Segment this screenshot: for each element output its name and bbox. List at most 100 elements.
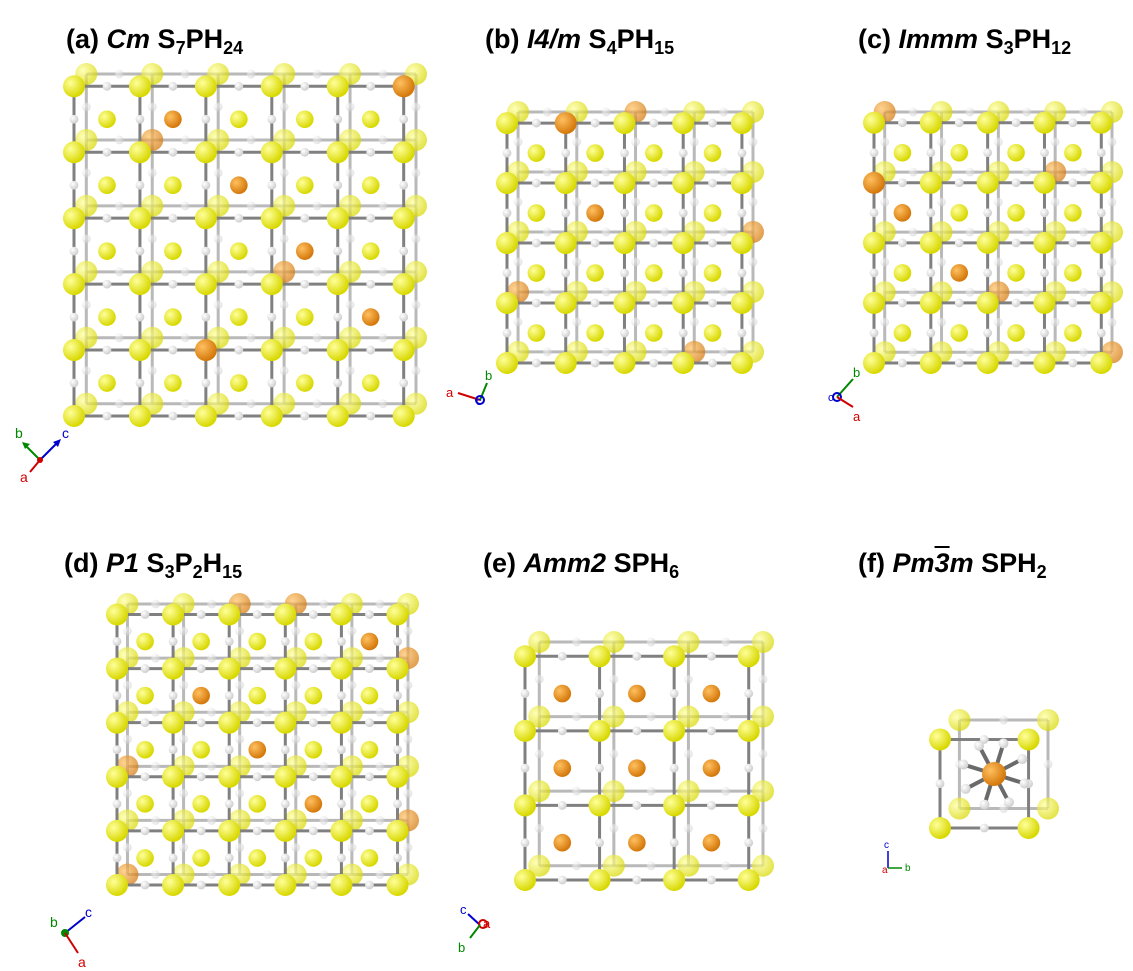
sulfur-atom <box>330 657 353 680</box>
hydrogen-atom <box>572 712 581 721</box>
hydrogen-atom <box>937 257 946 267</box>
hydrogen-atom <box>279 102 289 112</box>
hydrogen-atom <box>744 838 754 848</box>
hydrogen-atom <box>196 664 206 673</box>
axis-b-label: b <box>905 863 911 874</box>
axis-b-label: b <box>485 368 492 383</box>
sulfur-atom <box>392 339 415 362</box>
sulfur-atom <box>106 765 128 788</box>
hydrogen-atom <box>869 328 879 338</box>
hydrogen-atom <box>267 378 277 388</box>
hydrogen-atom <box>279 234 289 244</box>
hydrogen-atom <box>983 328 993 338</box>
axis-c-label: c <box>828 392 834 404</box>
hydrogen-atom <box>1068 358 1078 368</box>
hydrogen-atom <box>267 246 277 256</box>
hydrogen-atom <box>979 823 989 833</box>
axis-a-label: a <box>78 954 86 970</box>
hydrogen-atom <box>707 801 716 810</box>
sulfur-atom <box>361 176 380 195</box>
hydrogen-atom <box>102 147 112 157</box>
sulfur-atom <box>703 144 722 162</box>
sulfur-atom <box>162 603 185 626</box>
hydrogen-atom <box>993 197 1003 207</box>
hydrogen-atom <box>684 674 693 684</box>
sulfur-atom <box>752 705 774 728</box>
hydrogen-atom <box>319 707 329 717</box>
hydrogen-atom <box>965 227 975 237</box>
hydrogen-atom <box>502 208 512 218</box>
hydrogen-atom <box>151 599 160 609</box>
sulfur-atom <box>976 111 999 134</box>
hydrogen-atom <box>646 786 656 796</box>
hydrogen-atom <box>631 137 640 147</box>
hydrogen-atom <box>81 234 91 244</box>
hydrogen-atom <box>502 268 512 278</box>
hydrogen-atom <box>631 197 640 207</box>
hydrogen-atom <box>333 378 343 388</box>
hydrogen-atom <box>252 610 262 619</box>
hydrogen-atom <box>201 312 211 322</box>
hydrogen-atom <box>246 333 256 343</box>
sulfur-atom <box>976 352 999 374</box>
hydrogen-atom <box>513 137 523 147</box>
hydrogen-atom <box>513 197 523 207</box>
phosphorus-atom <box>360 632 379 651</box>
sulfur-atom <box>98 176 116 195</box>
hydrogen-atom <box>312 267 322 277</box>
sulfur-atom <box>893 143 912 162</box>
hydrogen-atom <box>660 287 670 297</box>
hydrogen-atom <box>345 102 355 112</box>
hydrogen-atom <box>300 279 310 289</box>
sulfur-atom <box>194 75 217 98</box>
hydrogen-atom <box>1107 317 1117 327</box>
hydrogen-atom <box>308 610 318 619</box>
hydrogen-atom <box>280 853 290 863</box>
sulfur-atom <box>976 291 999 314</box>
sulfur-atom <box>230 242 248 260</box>
hydrogen-atom <box>1050 197 1060 207</box>
hydrogen-atom <box>620 208 629 218</box>
hydrogen-atom <box>168 279 178 289</box>
hydrogen-atom <box>279 366 289 376</box>
hydrogen-atom <box>333 114 343 124</box>
atoms-front <box>514 645 760 891</box>
hydrogen-atom <box>609 749 619 759</box>
hydrogen-atom <box>678 268 688 278</box>
hydrogen-atom <box>280 637 290 646</box>
hydrogen-atom <box>151 816 160 825</box>
phosphorus-atom <box>230 176 248 195</box>
hydrogen-atom <box>908 167 918 177</box>
atoms-front <box>496 112 753 374</box>
hydrogen-atom <box>1011 298 1021 308</box>
hydrogen-atom <box>744 763 754 773</box>
hydrogen-atom <box>660 347 670 357</box>
hydrogen-atom <box>114 135 124 145</box>
hydrogen-atom <box>345 300 355 310</box>
hydrogen-atom <box>993 317 1003 327</box>
atoms-front <box>106 603 409 896</box>
sulfur-atom <box>1007 204 1025 222</box>
hydrogen-atom <box>937 137 946 147</box>
phosphorus-atom <box>553 759 572 777</box>
sulfur-atom <box>192 632 210 651</box>
hydrogen-atom <box>263 870 273 879</box>
hydrogen-atom <box>721 861 731 871</box>
sulfur-atom <box>554 352 577 374</box>
sulfur-atom <box>392 207 415 230</box>
atoms-front <box>929 728 1040 839</box>
hydrogen-atom <box>954 298 964 308</box>
hydrogen-atom <box>632 801 642 810</box>
sulfur-atom <box>230 374 248 392</box>
sulfur-atom <box>672 352 695 374</box>
sulfur-atom <box>360 740 379 759</box>
sulfur-atom <box>1064 324 1082 342</box>
hydrogen-atom <box>135 312 145 322</box>
hydrogen-atom <box>234 345 244 355</box>
hydrogen-atom <box>999 804 1009 813</box>
phosphorus-atom <box>553 684 572 703</box>
hydrogen-atom <box>719 107 729 117</box>
hydrogen-atom <box>590 298 600 308</box>
hydrogen-atom <box>1068 178 1078 188</box>
hydrogen-atom <box>632 726 642 736</box>
